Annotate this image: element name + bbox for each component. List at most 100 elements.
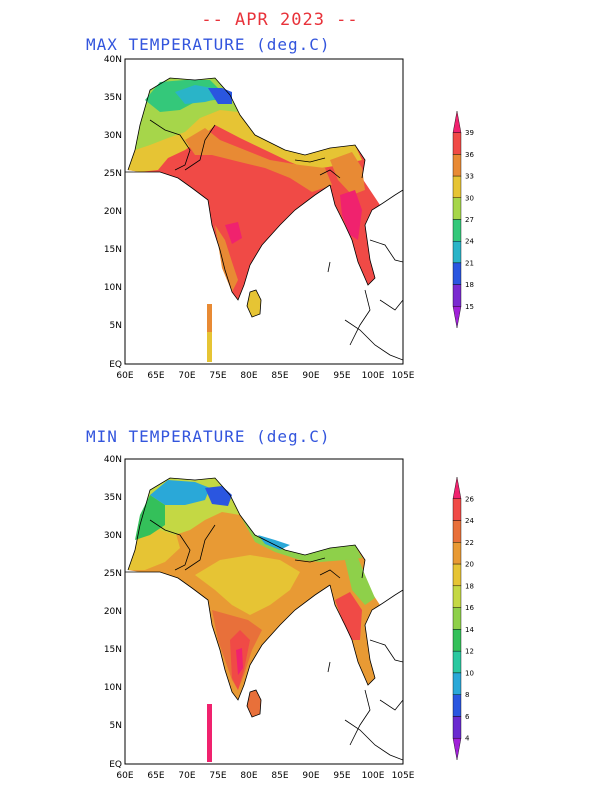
min-lon-tick: 80E — [240, 771, 257, 781]
max-cyan-north — [175, 85, 220, 104]
colorbar-label: 12 — [465, 648, 474, 656]
max-coastlines — [125, 77, 403, 361]
colorbar-segment — [452, 520, 462, 543]
min-lon-tick: 105E — [392, 771, 415, 781]
max-sri-lanka — [247, 290, 261, 317]
max-lat-tick: 35N — [104, 93, 122, 103]
colorbar-label: 33 — [465, 173, 474, 181]
colorbar-segment — [452, 498, 462, 521]
max-lon-tick: 80E — [240, 371, 257, 381]
colorbar-segment — [452, 629, 462, 652]
max-lat-tick: EQ — [109, 360, 122, 370]
min-green-dark-north — [135, 495, 165, 540]
min-green-east — [345, 558, 375, 605]
min-lat-axis: 40N 35N 30N 25N 20N 15N 10N 5N EQ — [104, 455, 122, 770]
colorbar-segment — [452, 284, 462, 307]
max-orange-interior — [185, 128, 332, 192]
max-maldives-orange — [207, 304, 212, 332]
min-lat-tick: 30N — [104, 531, 122, 541]
max-colorbar: 39 36 33 30 27 24 21 18 15 — [452, 110, 474, 329]
max-maldives-yellow — [207, 332, 212, 362]
colorbar-segment — [452, 175, 462, 199]
min-green-himalaya — [240, 515, 362, 562]
min-lat-tick: 20N — [104, 607, 122, 617]
max-temp-map: 40N 35N 30N 25N 20N 15N 10N 5N EQ 60E 65… — [104, 55, 475, 381]
min-lat-tick: EQ — [109, 760, 122, 770]
min-cyan-himalaya — [258, 535, 290, 550]
colorbar-label: 8 — [465, 691, 469, 699]
max-lat-axis: 40N 35N 30N 25N 20N 15N 10N 5N EQ — [104, 55, 122, 370]
min-lon-tick: 65E — [147, 771, 164, 781]
colorbar-segment — [452, 306, 462, 329]
max-lon-tick: 85E — [271, 371, 288, 381]
min-temp-map: 40N 35N 30N 25N 20N 15N 10N 5N EQ 60E 65… — [104, 455, 475, 781]
min-temp-title: MIN TEMPERATURE (deg.C) — [86, 427, 331, 446]
colorbar-segment — [452, 607, 462, 630]
colorbar-label: 18 — [465, 582, 474, 590]
min-maldives-strip — [207, 704, 212, 762]
min-lon-tick: 100E — [362, 771, 385, 781]
colorbar-label: 26 — [465, 495, 474, 503]
colorbar-segment — [452, 563, 462, 587]
min-lon-tick: 85E — [271, 771, 288, 781]
colorbar-label: 14 — [465, 626, 474, 634]
max-lon-tick: 90E — [302, 371, 319, 381]
min-lon-tick: 60E — [116, 771, 133, 781]
colorbar-label: 24 — [465, 238, 474, 246]
colorbar-segment — [452, 240, 462, 264]
max-map-frame — [124, 58, 404, 365]
max-blue-north — [208, 88, 232, 104]
min-lat-tick: 15N — [104, 645, 122, 655]
max-lon-tick: 65E — [147, 371, 164, 381]
colorbar-label: 16 — [465, 604, 474, 612]
max-lat-tick: 20N — [104, 207, 122, 217]
colorbar-label: 10 — [465, 669, 474, 677]
min-yellow-center — [195, 555, 300, 615]
max-lat-tick: 5N — [110, 321, 122, 331]
min-colorbar: 26 24 22 20 18 16 14 12 10 8 6 4 — [452, 476, 474, 761]
colorbar-label: 30 — [465, 194, 474, 202]
min-lon-tick: 75E — [209, 771, 226, 781]
max-lon-tick: 70E — [178, 371, 195, 381]
colorbar-segment — [452, 219, 462, 242]
colorbar-label: 24 — [465, 517, 474, 525]
min-lat-tick: 5N — [110, 721, 122, 731]
min-cyan-north — [150, 480, 210, 505]
max-lat-tick: 25N — [104, 169, 122, 179]
colorbar-segment — [452, 672, 462, 695]
max-orange-southwest — [215, 225, 238, 292]
max-lat-tick: 15N — [104, 245, 122, 255]
colorbar-label: 39 — [465, 129, 474, 137]
colorbar-segment — [452, 716, 462, 739]
max-lon-tick: 60E — [116, 371, 133, 381]
min-lat-tick: 40N — [104, 455, 122, 465]
colorbar-segment — [452, 694, 462, 717]
max-lat-tick: 40N — [104, 55, 122, 65]
colorbar-label: 36 — [465, 151, 474, 159]
colorbar-segment — [452, 132, 462, 155]
colorbar-segment — [452, 650, 462, 674]
max-orange-east — [330, 152, 365, 195]
max-magenta-myanmar — [340, 190, 362, 240]
colorbar-label: 27 — [465, 216, 474, 224]
main-title: -- APR 2023 -- — [201, 10, 359, 30]
max-lon-axis: 60E 65E 70E 75E 80E 85E 90E 95E 100E 105… — [116, 371, 414, 381]
colorbar-label: 21 — [465, 259, 474, 267]
min-lat-tick: 25N — [104, 569, 122, 579]
colorbar-segment — [452, 738, 462, 761]
min-map-frame — [124, 458, 404, 765]
min-lon-axis: 60E 65E 70E 75E 80E 85E 90E 95E 100E 105… — [116, 771, 414, 781]
colorbar-segment — [452, 154, 462, 177]
max-lon-tick: 95E — [333, 371, 350, 381]
colorbar-label: 18 — [465, 281, 474, 289]
colorbar-segment — [452, 476, 462, 499]
colorbar-label: 4 — [465, 735, 470, 743]
max-magenta-central — [225, 222, 242, 244]
min-red-east — [335, 592, 362, 640]
min-sri-lanka — [247, 690, 261, 717]
colorbar-segment — [452, 110, 462, 133]
max-temp-title: MAX TEMPERATURE (deg.C) — [86, 35, 331, 54]
colorbar-segment — [452, 585, 462, 608]
colorbar-label: 20 — [465, 561, 474, 569]
